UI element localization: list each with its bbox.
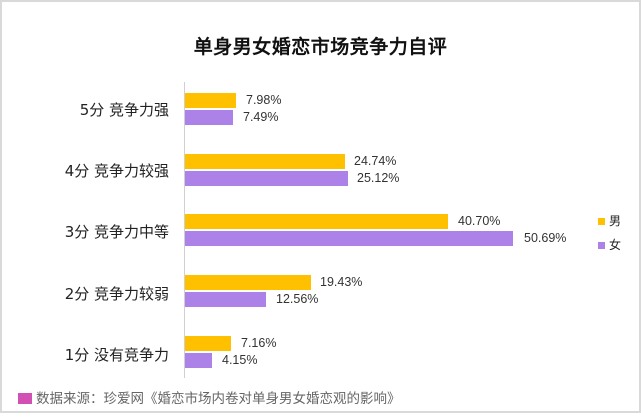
category-label: 2分 竞争力较弱 [64,285,169,303]
value-label-male: 19.43% [320,275,363,289]
category-label: 5分 竞争力强 [79,101,169,119]
bar-female [185,292,266,307]
value-label-male: 40.70% [458,214,501,228]
value-label-male: 24.74% [354,154,397,168]
legend-label: 女 [609,238,622,252]
value-label-female: 7.49% [243,110,279,124]
value-label-female: 4.15% [222,353,258,367]
bar-male [185,275,311,290]
legend-item-male: 男 [598,212,621,229]
value-label-female: 50.69% [524,231,567,245]
legend-swatch-female-icon [598,242,605,249]
legend-label: 男 [609,214,622,228]
bar-female [185,110,233,125]
bar-male [185,93,236,108]
chart-title: 单身男女婚恋市场竞争力自评 [193,36,448,58]
bar-female [185,353,212,368]
value-label-male: 7.98% [246,93,282,107]
category-axis-line [184,82,185,378]
bar-male [185,336,231,351]
value-label-male: 7.16% [241,336,277,350]
bar-female [185,171,348,186]
value-label-female: 25.12% [357,171,400,185]
source-marker-icon [18,393,32,404]
bar-male [185,154,345,169]
value-label-female: 12.56% [276,292,319,306]
legend-item-female: 女 [598,236,621,253]
legend-swatch-male-icon [598,218,605,225]
bar-male [185,214,448,229]
category-label: 4分 竞争力较强 [64,162,169,180]
bar-female [185,231,513,246]
category-label: 3分 竞争力中等 [64,223,169,241]
source-text: 数据来源：珍爱网《婚恋市场内卷对单身男女婚恋观的影响》 [36,391,401,407]
category-label: 1分 没有竞争力 [64,346,169,364]
data-source-note: 数据来源：珍爱网《婚恋市场内卷对单身男女婚恋观的影响》 [18,387,401,407]
